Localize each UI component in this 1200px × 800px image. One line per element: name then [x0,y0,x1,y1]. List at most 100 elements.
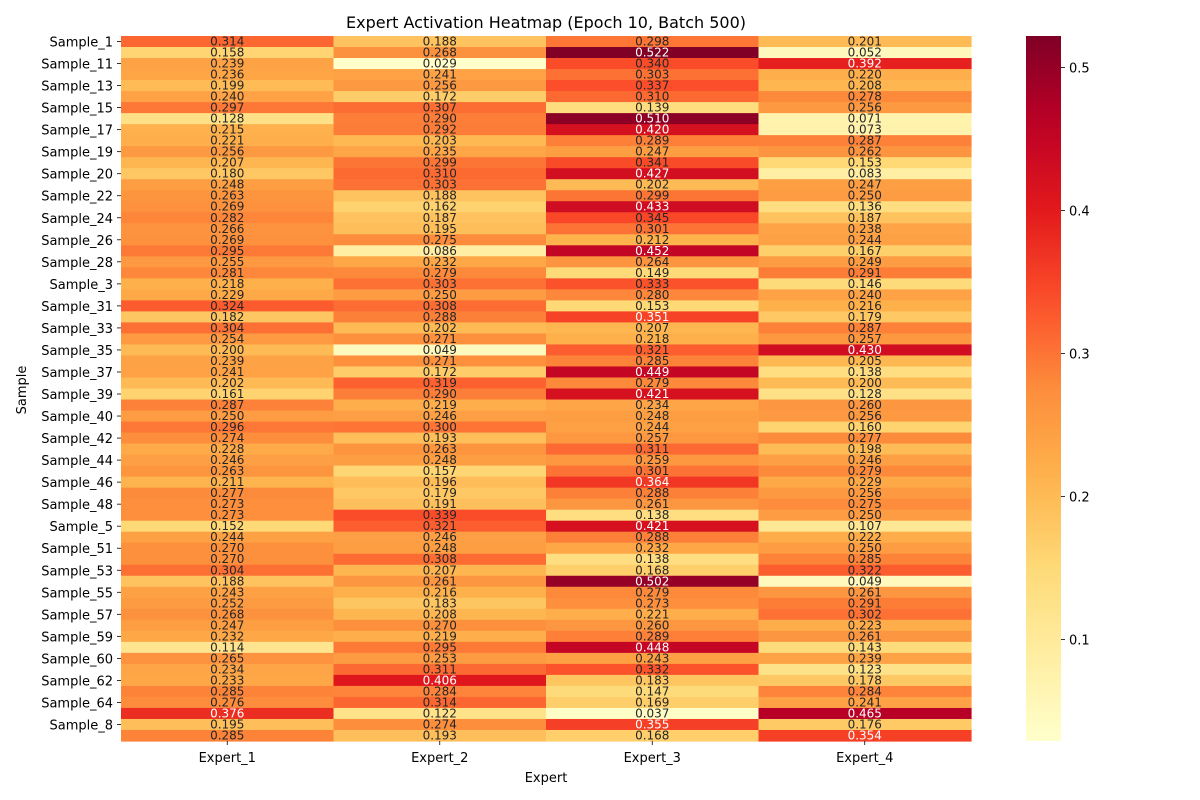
colorbar-tick-label: 0.4 [1069,204,1090,219]
y-tick-label: Sample_1 [49,36,113,51]
cell-value-label: 0.218 [210,277,244,291]
cell-value-label: 0.273 [635,596,669,610]
cell-value-label: 0.183 [423,596,457,610]
cell-value-label: 0.208 [848,79,882,93]
y-axis-label: Sample [15,366,30,415]
cell-value-label: 0.202 [210,376,244,390]
heatmap-cell [546,234,760,246]
cell-value-label: 0.200 [848,376,882,390]
y-tick-label: Sample_15 [41,102,113,117]
cell-value-label: 0.280 [635,288,669,302]
cell-value-label: 0.279 [635,585,669,599]
heatmap-cell [758,454,972,467]
heatmap-cell [546,47,760,59]
heatmap-cell [546,421,760,434]
cell-value-label: 0.246 [848,453,882,467]
heatmap-cell [546,531,760,544]
cell-value-label: 0.522 [635,46,669,60]
heatmap-cell [758,399,972,412]
cell-value-label: 0.247 [210,618,244,632]
cell-value-label: 0.273 [210,508,244,522]
cell-value-label: 0.196 [423,475,457,489]
heatmap-cell [758,564,972,577]
heatmap-cell [546,124,760,136]
heatmap-cell [121,102,335,114]
cell-value-label: 0.221 [210,134,244,148]
cell-value-label: 0.169 [635,695,669,709]
cell-value-label: 0.277 [210,486,244,500]
heatmap-cell [333,410,547,423]
cell-value-label: 0.250 [848,541,882,555]
y-tick-label: Sample_60 [41,652,113,667]
heatmap-cell [333,80,547,92]
heatmap-cell [121,498,335,511]
cell-value-label: 0.308 [423,299,457,313]
heatmap-cell [546,300,760,312]
cell-value-label: 0.449 [635,365,669,379]
cell-value-label: 0.160 [848,420,882,434]
heatmap-cell [758,509,972,522]
y-tick-label: Sample_13 [41,80,113,95]
heatmap-cell [546,586,760,599]
cell-value-label: 0.107 [848,519,882,533]
heatmap-cell [121,168,335,180]
heatmap-cell [546,553,760,566]
heatmap-cell [546,487,760,500]
cell-value-label: 0.288 [635,486,669,500]
cell-value-label: 0.086 [423,244,457,258]
heatmap-cell [333,69,547,81]
cell-value-label: 0.203 [423,134,457,148]
cell-value-label: 0.433 [635,200,669,214]
cell-value-label: 0.220 [848,68,882,82]
heatmap-cell [546,113,760,125]
heatmap-cell [121,355,335,368]
cell-value-label: 0.333 [635,277,669,291]
cell-value-label: 0.271 [423,354,457,368]
heatmap-cell [546,520,760,533]
heatmap-cell [121,278,335,290]
cell-value-label: 0.239 [210,354,244,368]
cell-value-label: 0.172 [423,365,457,379]
cell-value-label: 0.341 [635,156,669,170]
cell-value-label: 0.241 [210,365,244,379]
colorbar-tick-label: 0.2 [1069,490,1090,505]
cell-value-label: 0.136 [848,200,882,214]
cell-value-label: 0.274 [210,431,244,445]
heatmap-cell [121,696,335,709]
cell-value-label: 0.279 [635,376,669,390]
heatmap-cell [333,399,547,412]
cell-value-label: 0.216 [423,585,457,599]
heatmap-cell [121,487,335,500]
cell-value-label: 0.263 [210,189,244,203]
heatmap-cell [121,58,335,70]
cell-value-label: 0.195 [210,717,244,731]
cell-value-label: 0.298 [635,35,669,49]
cell-value-label: 0.049 [423,343,457,357]
cell-value-label: 0.232 [210,629,244,643]
cell-value-label: 0.179 [423,486,457,500]
heatmap-cell [758,355,972,368]
cell-value-label: 0.138 [848,365,882,379]
heatmap-cell [758,91,972,103]
heatmap-cell [121,432,335,445]
chart-title: Expert Activation Heatmap (Epoch 10, Bat… [346,13,746,32]
cell-value-label: 0.244 [210,530,244,544]
heatmap-cell [333,300,547,312]
cell-value-label: 0.123 [848,662,882,676]
heatmap-cell [758,696,972,709]
cell-value-label: 0.248 [635,409,669,423]
cell-value-label: 0.271 [423,332,457,346]
cell-value-label: 0.256 [848,409,882,423]
heatmap-cell [546,102,760,114]
heatmap-cell [758,575,972,588]
heatmap-cell [121,729,335,742]
cell-value-label: 0.355 [635,717,669,731]
heatmap-cell [758,256,972,268]
cell-value-label: 0.289 [635,629,669,643]
cell-value-label: 0.152 [210,519,244,533]
heatmap-cell [758,531,972,544]
heatmap-cell [333,718,547,731]
cell-value-label: 0.211 [210,475,244,489]
cell-value-label: 0.162 [423,200,457,214]
heatmap-cell [758,322,972,335]
